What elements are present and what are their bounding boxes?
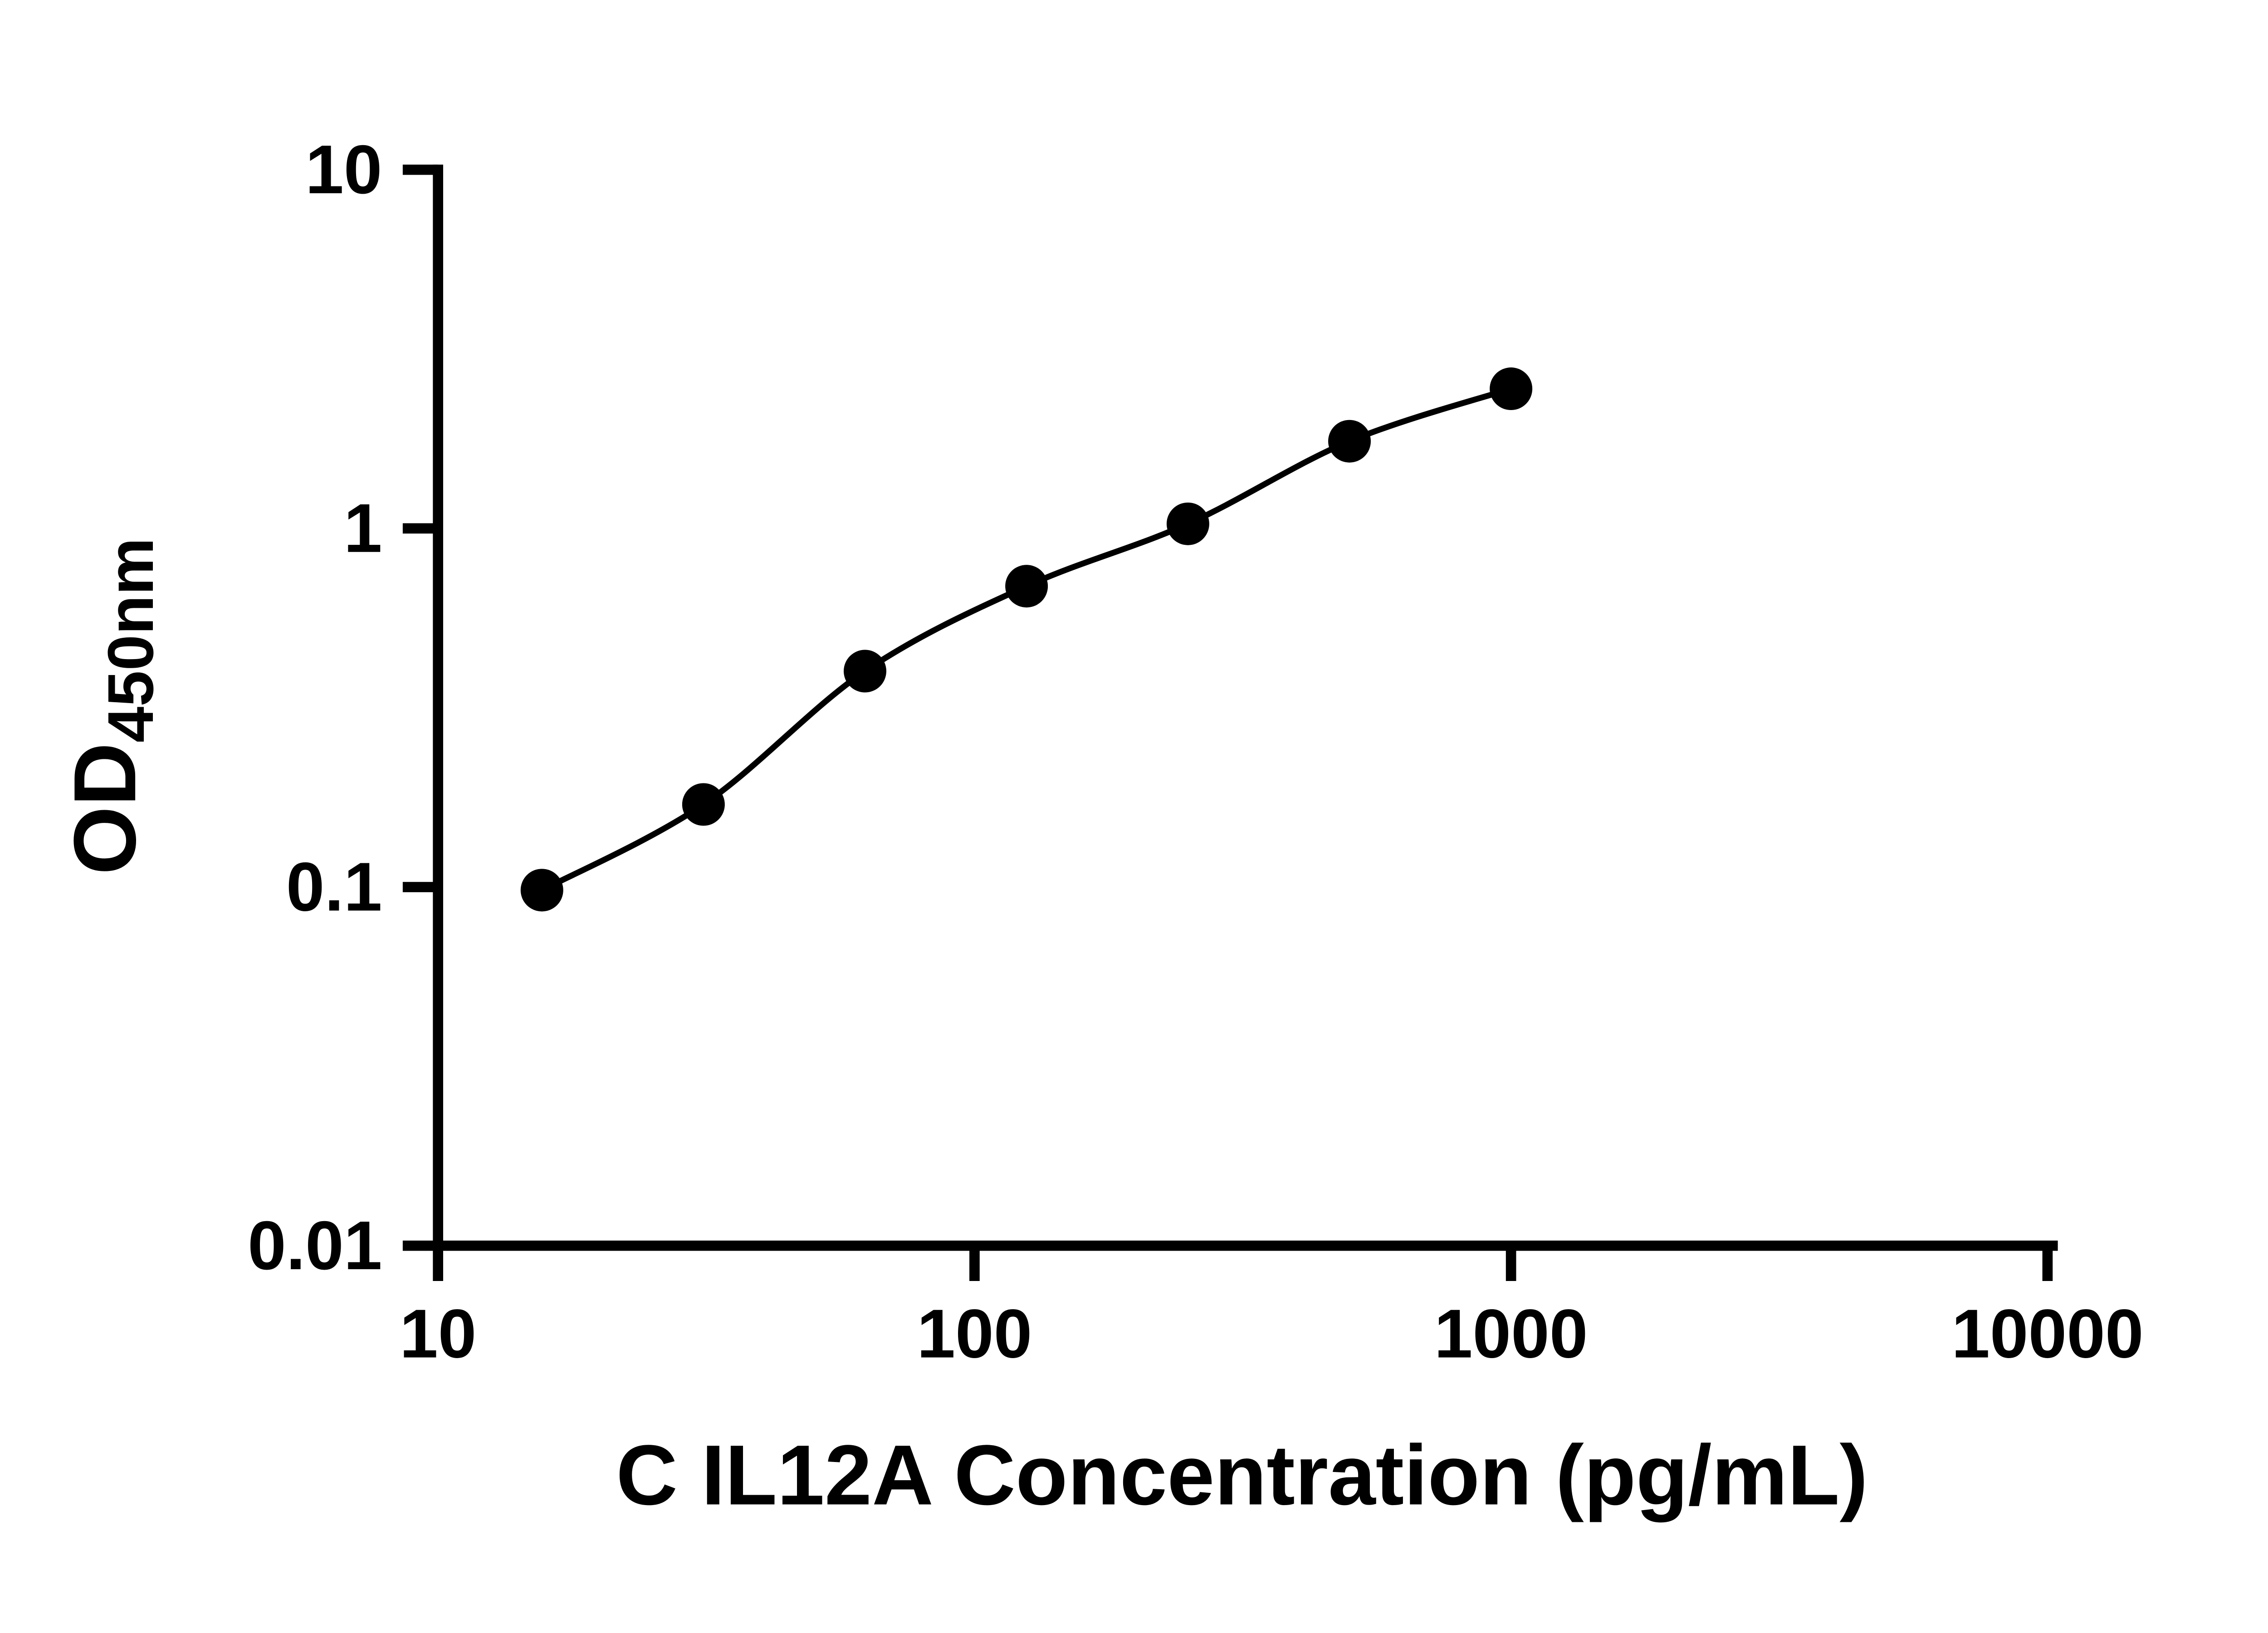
- data-point: [520, 869, 563, 912]
- x-tick-label: 100: [917, 1295, 1032, 1372]
- axis-lines: [433, 164, 2058, 1251]
- x-axis-title: C IL12A Concentration (pg/mL): [616, 1428, 1868, 1523]
- data-point: [1490, 367, 1533, 411]
- x-tick-label: 10: [400, 1295, 476, 1372]
- data-point: [1005, 565, 1048, 608]
- data-point: [682, 783, 725, 826]
- y-tick-label: 10: [305, 131, 382, 208]
- y-tick-label: 0.01: [248, 1207, 382, 1284]
- data-point: [844, 650, 886, 693]
- y-axis-title-sub: 450nm: [95, 538, 167, 743]
- y-axis-title: OD450nm: [56, 538, 167, 875]
- y-tick-label: 0.1: [286, 848, 382, 925]
- y-axis-title-main: OD: [56, 743, 154, 875]
- data-point: [1166, 502, 1209, 545]
- data-point: [1328, 420, 1371, 463]
- y-tick-label: 1: [344, 490, 382, 567]
- x-tick-label: 1000: [1434, 1295, 1588, 1372]
- x-tick-label: 10000: [1951, 1295, 2144, 1372]
